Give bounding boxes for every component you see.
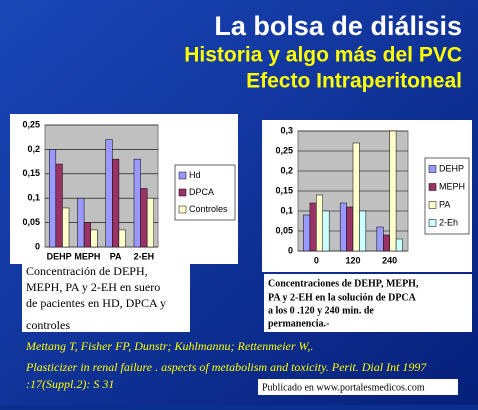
bar	[83, 222, 91, 248]
slide-title: La bolsa de diálisis	[214, 11, 462, 41]
caption-box	[22, 264, 190, 332]
x-tick-label: 2-EH	[134, 251, 155, 261]
reference: :17(Suppl.2): S 31	[26, 377, 114, 391]
bar	[133, 158, 141, 248]
y-tick-label: 0,15	[22, 168, 40, 178]
y-tick-label: 0	[35, 241, 40, 251]
bar	[352, 142, 360, 252]
caption: Concentraciones de DEHP, MEPH,	[268, 278, 419, 289]
bar	[395, 238, 403, 252]
legend-label: DEHP	[439, 163, 464, 173]
legend-swatch	[428, 183, 437, 191]
bar	[359, 210, 367, 252]
x-tick-label: 0	[314, 255, 319, 265]
x-tick-label: MEPH	[74, 251, 100, 261]
reference: Plasticizer in renal failure . aspects o…	[25, 360, 427, 374]
bar	[346, 206, 354, 252]
bar	[55, 163, 63, 248]
legend-swatch	[428, 219, 437, 227]
bar	[118, 229, 126, 248]
bar	[322, 210, 330, 252]
x-tick-label: 120	[345, 255, 360, 265]
legend-swatch	[428, 165, 437, 173]
bar	[303, 214, 311, 252]
caption: MEPH, PA y 2-EH en suero	[26, 280, 160, 294]
bar	[316, 194, 324, 252]
y-tick-label: 0,15	[275, 185, 293, 195]
legend-swatch	[178, 188, 187, 197]
footer: Publicado en www.portalesmedicos.com	[262, 382, 425, 393]
y-tick-label: 0,2	[27, 144, 40, 154]
y-tick-label: 0,05	[22, 217, 40, 227]
legend-label: MEPH	[439, 181, 465, 191]
bar	[90, 229, 98, 248]
caption: PA y 2-EH en la solución de DPCA	[268, 292, 417, 303]
caption: Concentración de DEPH,	[26, 264, 148, 278]
legend-label: PA	[439, 199, 450, 209]
y-tick-label: 0,25	[275, 145, 293, 155]
bar	[309, 202, 317, 252]
legend-label: Hd	[189, 170, 201, 180]
bar	[383, 234, 390, 252]
bar	[77, 197, 85, 248]
caption: permanencia.-	[268, 318, 329, 329]
legend-label: Controles	[189, 204, 228, 214]
legend-swatch	[428, 201, 437, 209]
bar	[140, 188, 148, 248]
bar	[48, 149, 57, 248]
caption: a los 0 .120 y 240 min. de	[268, 305, 374, 316]
legend-swatch	[178, 171, 187, 180]
x-tick-label: 240	[382, 255, 397, 265]
bar	[105, 139, 113, 248]
footer-box	[258, 379, 458, 395]
y-tick-label: 0,3	[280, 125, 293, 135]
y-tick-label: 0,05	[275, 225, 293, 235]
y-tick-label: 0	[288, 245, 293, 255]
bar	[146, 197, 155, 248]
bar	[389, 130, 397, 252]
y-tick-label: 0,1	[27, 193, 40, 203]
slide-subtitle: Historia y algo más del PVC	[184, 44, 462, 67]
reference: Mettang T, Fisher FP, Dunstr; Kuhlmannu;…	[25, 339, 313, 353]
y-tick-label: 0,25	[22, 119, 40, 129]
bar	[339, 202, 347, 252]
caption: controles	[26, 318, 70, 332]
x-tick-label: PA	[110, 251, 122, 261]
y-tick-label: 0,1	[280, 205, 293, 215]
x-tick-label: DEHP	[47, 251, 72, 261]
legend-label: 2-Eh	[439, 217, 458, 227]
bar	[62, 207, 70, 248]
bar	[376, 226, 384, 252]
legend-swatch	[178, 205, 187, 214]
y-tick-label: 0,2	[280, 165, 293, 175]
legend-label: DPCA	[189, 187, 214, 197]
caption: de pacientes en HD, DPCA y	[26, 296, 166, 310]
bar	[112, 158, 120, 248]
caption-box	[264, 274, 472, 332]
slide-subtitle: Efecto Intraperitoneal	[246, 70, 462, 93]
